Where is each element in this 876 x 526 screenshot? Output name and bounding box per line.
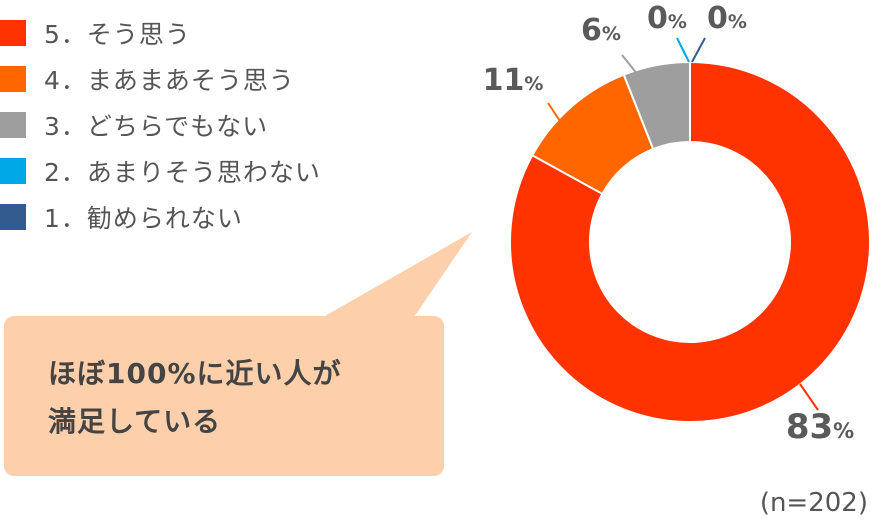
legend: 5．そう思う 4．まあまあそう思う 3．どちらでもない 2．あまりそう思わない …	[0, 10, 321, 240]
percent-label: 6%	[581, 13, 621, 48]
legend-label: 4．まあまあそう思う	[44, 66, 295, 95]
percent-label: 0%	[647, 1, 687, 36]
legend-swatch	[0, 66, 26, 92]
callout-box: ほぼ100%に近い人が 満足している	[4, 316, 444, 476]
callout-text: ほぼ100%に近い人が 満足している	[48, 350, 342, 446]
legend-label: 1．勧められない	[44, 204, 243, 233]
callout-line-2: 満足している	[48, 405, 222, 438]
percent-label: 11%	[483, 63, 544, 98]
legend-item-5: 5．そう思う	[0, 10, 321, 56]
donut-slice	[622, 60, 691, 151]
leader-line	[621, 54, 639, 76]
legend-swatch	[0, 112, 26, 138]
sample-size-note: (n=202)	[759, 488, 868, 518]
legend-swatch	[0, 158, 26, 184]
leader-line	[691, 37, 706, 63]
leader-line	[676, 37, 690, 63]
legend-item-1: 1．勧められない	[0, 194, 321, 240]
donut-slice	[509, 60, 871, 423]
legend-label: 5．そう思う	[44, 20, 191, 49]
legend-label: 3．どちらでもない	[44, 112, 269, 141]
legend-swatch	[0, 204, 26, 230]
leader-line	[547, 102, 563, 125]
legend-label: 2．あまりそう思わない	[44, 158, 321, 187]
percent-label: 0%	[707, 1, 747, 36]
legend-item-3: 3．どちらでもない	[0, 102, 321, 148]
percent-label: 83%	[786, 407, 854, 447]
leader-line	[799, 383, 819, 411]
legend-swatch	[0, 20, 26, 46]
legend-item-4: 4．まあまあそう思う	[0, 56, 321, 102]
callout-line-1: ほぼ100%に近い人が	[48, 357, 342, 390]
legend-item-2: 2．あまりそう思わない	[0, 148, 321, 194]
